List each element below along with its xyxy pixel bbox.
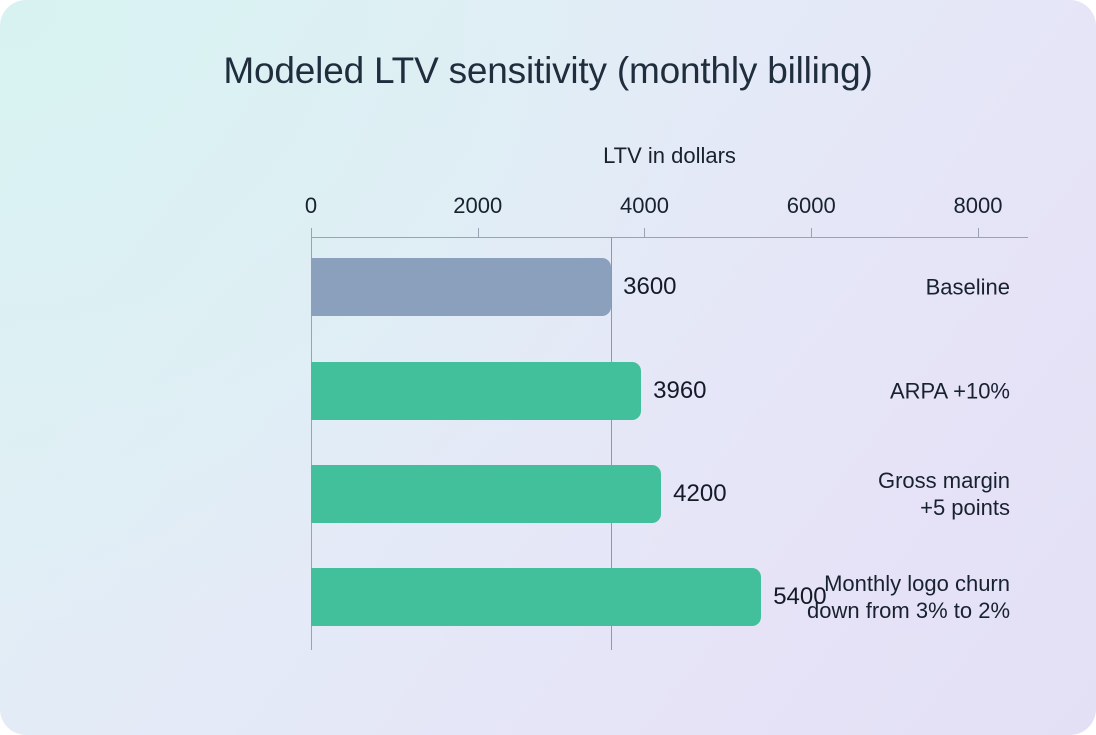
x-tick-mark	[311, 228, 312, 237]
x-axis-title: LTV in dollars	[603, 143, 736, 168]
bar-value-label: 4200	[673, 480, 727, 507]
bar-row[interactable]: Monthly logo churn down from 3% to 2% 540…	[311, 568, 1028, 626]
bar-row[interactable]: ARPA +10% 3960	[311, 362, 1028, 420]
bar[interactable]	[311, 568, 762, 626]
bar-value-label: 3600	[623, 273, 677, 300]
y-axis-line	[311, 237, 312, 650]
bar-row[interactable]: Baseline 3600	[311, 258, 1028, 316]
plot-area: 0 2000 4000 6000 8000 Baseline 3600 ARPA +10% 3…	[305, 193, 1028, 650]
bar-value-label: 3960	[653, 377, 707, 404]
page-title: Modeled LTV sensitivity (monthly billing…	[223, 50, 873, 91]
x-tick-mark	[811, 228, 813, 237]
bar-row[interactable]: Gross margin +5 points 4200	[311, 465, 1028, 523]
reference-line	[611, 237, 613, 650]
x-tick-label: 8000	[953, 193, 1003, 218]
bar-value-label: 5400	[773, 583, 827, 610]
x-axis-line	[311, 237, 1028, 238]
x-tick-mark	[477, 228, 479, 237]
category-label: ARPA +10%	[889, 378, 1010, 404]
category-label: Baseline	[925, 274, 1010, 300]
x-tick-label: 2000	[453, 193, 503, 218]
x-tick-label: 6000	[786, 193, 836, 218]
category-label: Monthly logo churn down from 3% to 2%	[807, 571, 1010, 623]
x-tick-mark	[644, 228, 646, 237]
bar[interactable]	[311, 362, 642, 420]
x-tick-label: 0	[304, 193, 318, 218]
bar[interactable]	[311, 258, 612, 316]
category-label: Gross margin +5 points	[877, 468, 1010, 520]
x-tick-mark	[977, 228, 979, 237]
bar[interactable]	[311, 465, 662, 523]
x-tick-label: 4000	[620, 193, 669, 218]
